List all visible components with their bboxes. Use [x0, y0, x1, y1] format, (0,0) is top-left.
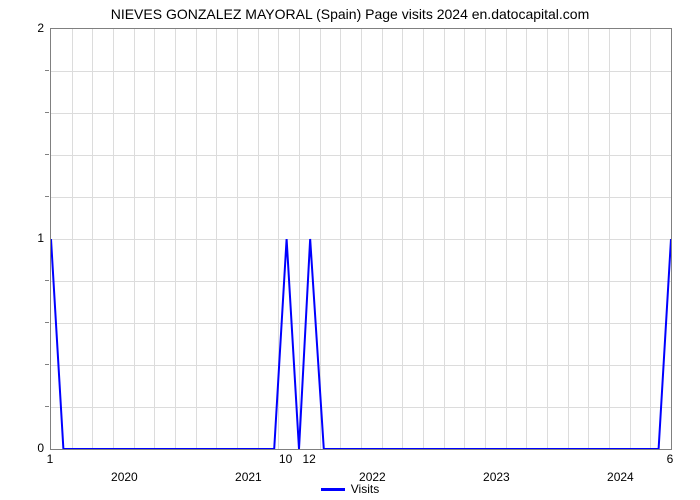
chart-title: NIEVES GONZALEZ MAYORAL (Spain) Page vis… — [0, 6, 700, 22]
chart-container: NIEVES GONZALEZ MAYORAL (Spain) Page vis… — [0, 0, 700, 500]
legend-label: Visits — [351, 482, 379, 496]
y-minor-tick — [45, 196, 49, 197]
legend: Visits — [0, 482, 700, 496]
series-line-visits — [51, 239, 671, 449]
y-minor-tick — [45, 112, 49, 113]
y-minor-tick — [45, 364, 49, 365]
y-tick-label: 2 — [37, 21, 44, 35]
x-tick-label: 12 — [302, 452, 315, 466]
x-tick-label: 10 — [279, 452, 292, 466]
y-tick-label: 1 — [37, 231, 44, 245]
y-minor-tick — [45, 406, 49, 407]
y-tick-label: 0 — [37, 441, 44, 455]
data-line — [51, 29, 671, 449]
plot-area — [50, 28, 672, 450]
y-minor-tick — [45, 70, 49, 71]
x-tick-label: 6 — [667, 452, 674, 466]
legend-swatch — [321, 488, 345, 491]
y-minor-tick — [45, 154, 49, 155]
y-minor-tick — [45, 322, 49, 323]
y-minor-tick — [45, 280, 49, 281]
x-tick-label: 1 — [47, 452, 54, 466]
